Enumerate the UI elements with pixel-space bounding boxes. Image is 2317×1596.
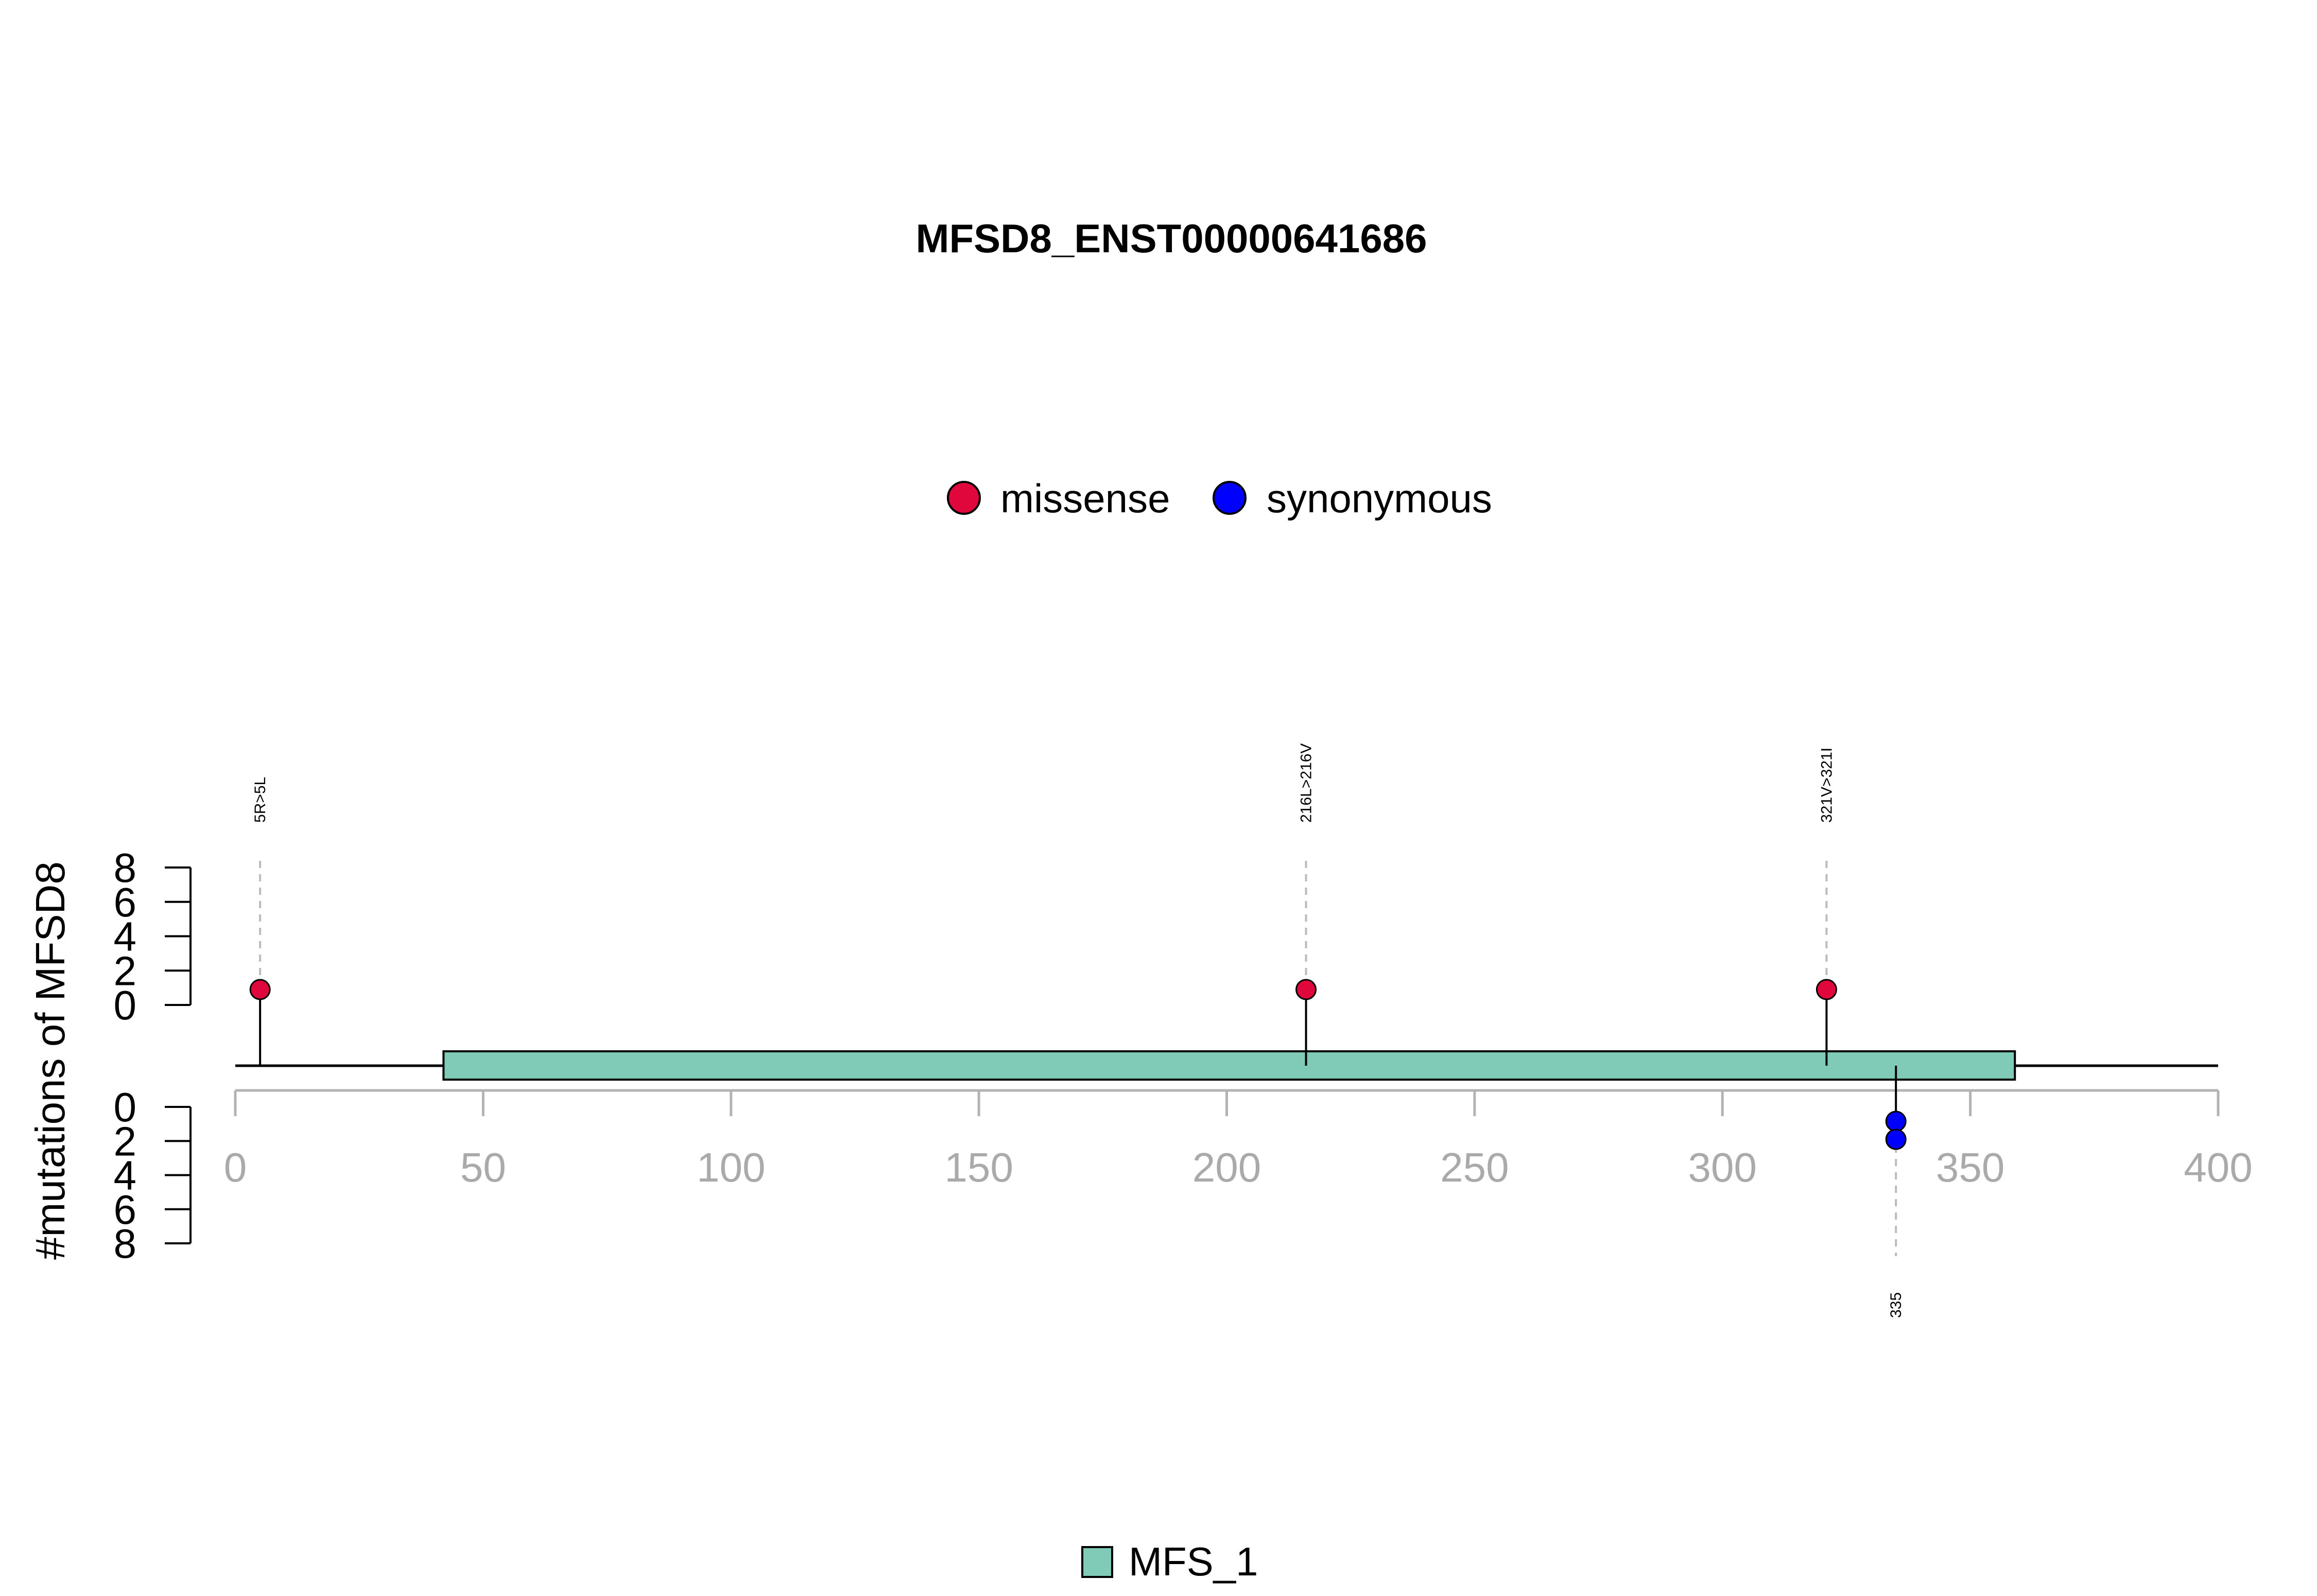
mutation-point-missense bbox=[249, 979, 271, 1000]
y-tick-label-top: 0 bbox=[114, 982, 137, 1028]
mutation-point-synonymous bbox=[1885, 1129, 1907, 1150]
legend-marker-missense bbox=[947, 481, 981, 515]
legend-label-missense: missense bbox=[1000, 476, 1170, 521]
x-tick-label: 200 bbox=[1192, 1144, 1261, 1190]
domain-group bbox=[442, 1050, 2016, 1081]
legend-label-synonymous: synonymous bbox=[1267, 476, 1492, 521]
domain-legend: MFS_1 bbox=[1081, 1539, 1258, 1584]
mutation-label: 335 bbox=[1888, 1292, 1905, 1318]
y-tick-label-bottom: 6 bbox=[114, 1187, 137, 1233]
chart-title: MFSD8_ENST00000641686 bbox=[916, 216, 1427, 261]
mutation-label: 216L>216V bbox=[1298, 743, 1315, 823]
x-tick-label: 350 bbox=[1936, 1144, 2004, 1190]
domain-box-MFS_1 bbox=[442, 1050, 2016, 1081]
y-tick-label-top: 6 bbox=[114, 879, 137, 925]
y-tick-label-top: 2 bbox=[114, 948, 137, 994]
x-tick-label: 250 bbox=[1440, 1144, 1509, 1190]
x-tick-label: 400 bbox=[2184, 1144, 2252, 1190]
y-tick-label-bottom: 8 bbox=[114, 1221, 137, 1267]
legend-marker-synonymous bbox=[1213, 481, 1247, 515]
x-tick-label: 150 bbox=[944, 1144, 1013, 1190]
domain-legend-label: MFS_1 bbox=[1129, 1539, 1258, 1584]
mutation-type-legend: missense synonymous bbox=[947, 476, 1492, 521]
mutation-point-synonymous bbox=[1885, 1111, 1907, 1132]
y-tick-label-top: 8 bbox=[114, 845, 137, 891]
y-tick-label-bottom: 2 bbox=[114, 1118, 137, 1164]
domain-legend-swatch bbox=[1081, 1546, 1113, 1578]
mutation-point-missense bbox=[1295, 979, 1317, 1000]
y-tick-label-bottom: 4 bbox=[114, 1153, 137, 1199]
mutation-point-missense bbox=[1815, 979, 1837, 1000]
y-tick-label-bottom: 0 bbox=[114, 1084, 137, 1130]
mutations-bottom-group: 335 bbox=[1885, 1066, 1907, 1318]
y-tick-label-top: 4 bbox=[114, 914, 137, 960]
x-tick-label: 50 bbox=[460, 1144, 506, 1190]
x-axis: 0 50 100 150 200 250 300 350 400 bbox=[224, 1089, 2253, 1190]
x-tick-label: 300 bbox=[1688, 1144, 1757, 1190]
y-axis-label: #mutations of MFSD8 bbox=[27, 861, 73, 1260]
x-tick-label: 0 bbox=[224, 1144, 247, 1190]
mutations-top-group: 5R>5L 216L>216V 321V>321I bbox=[249, 743, 1837, 1066]
mutation-label: 5R>5L bbox=[252, 777, 269, 823]
mutation-label: 321V>321I bbox=[1818, 748, 1835, 823]
x-tick-label: 100 bbox=[697, 1144, 765, 1190]
